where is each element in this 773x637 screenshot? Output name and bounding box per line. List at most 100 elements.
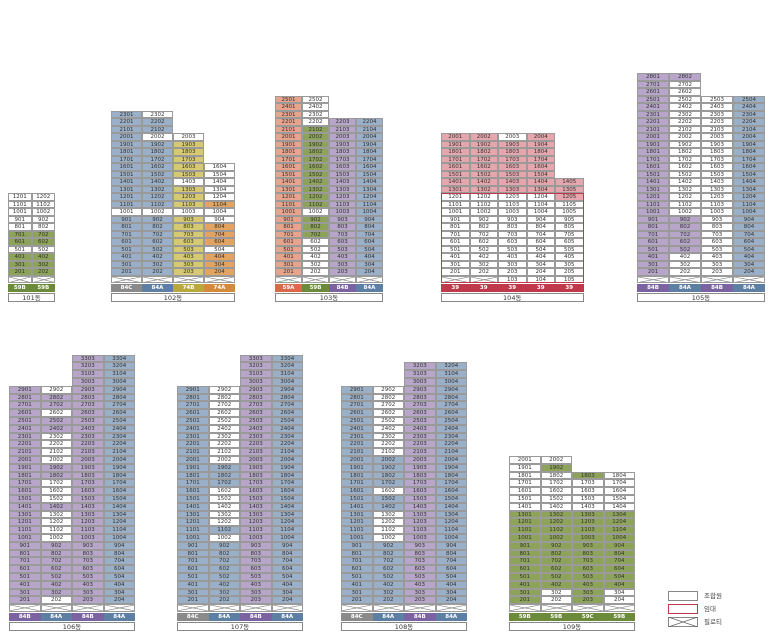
rental-label: 임대 <box>704 605 716 613</box>
unit-number: 204 <box>282 597 293 604</box>
unit-number: 1404 <box>742 179 756 185</box>
unit-number: 2402 <box>678 104 692 110</box>
unit-cell: 2102 <box>40 448 72 456</box>
unit-number: 2404 <box>444 425 459 432</box>
unit-number: 1903 <box>710 141 724 148</box>
unit-cell: 1503 <box>173 170 204 178</box>
unit-cell: 1503 <box>701 170 733 178</box>
unit-number: 1304 <box>280 511 295 518</box>
unit-cell: 2603 <box>240 409 272 417</box>
unit-cell: 1803 <box>329 148 356 156</box>
unit-number: 903 <box>507 216 518 223</box>
unit-cell: 2802 <box>669 73 701 81</box>
unit-cell: 2603 <box>72 409 104 417</box>
unit-number: 2501 <box>349 418 364 424</box>
unit-cell: 1403 <box>72 502 104 511</box>
unit-cell: 1303 <box>72 510 104 519</box>
unit-number: 2601 <box>17 410 32 417</box>
unit-cell: 1003 <box>701 208 733 216</box>
unit-number: 704 <box>614 558 625 565</box>
unit-number: 2401 <box>646 104 660 110</box>
unit-number: 1602 <box>476 164 491 170</box>
unit-number: 2301 <box>119 111 134 118</box>
unit-number: 2904 <box>280 386 295 393</box>
owner-swatch <box>668 591 698 601</box>
unit-number: 301 <box>187 589 199 596</box>
unit-cell: 903 <box>240 541 272 550</box>
unit-number: 2603 <box>80 410 95 417</box>
unit-number: 1105 <box>562 201 577 208</box>
unit-cell: 401 <box>637 253 669 261</box>
unit-cell: 2701 <box>9 401 41 410</box>
unit-cell: 1802 <box>208 471 240 480</box>
unit-cell: 1701 <box>441 155 470 163</box>
pilotis-cross-icon <box>437 605 467 611</box>
unit-cell: 1204 <box>603 518 635 527</box>
unit-number: 1304 <box>444 511 459 518</box>
unit-type-label: 39 <box>526 284 555 292</box>
unit-cell: 301 <box>509 588 541 597</box>
unit-cell: 704 <box>356 230 383 238</box>
unit-cell: 303 <box>329 260 356 268</box>
unit-number: 1602 <box>150 164 165 170</box>
unit-cell: 801 <box>509 549 541 558</box>
unit-number: 501 <box>19 574 31 580</box>
unit-cell: 1502 <box>302 170 329 178</box>
unit-number: 703 <box>183 231 194 238</box>
unit-number: 905 <box>564 216 575 223</box>
unit-cell: 1402 <box>302 178 329 186</box>
unit-number: 2102 <box>217 449 232 456</box>
unit-number: 1202 <box>476 194 491 200</box>
unit-number: 1502 <box>476 171 491 178</box>
unit-cell: 503 <box>329 245 356 253</box>
unit-number: 1704 <box>444 480 459 487</box>
unit-number: 2102 <box>49 449 64 456</box>
unit-cell: 2104 <box>435 448 467 456</box>
unit-number: 801 <box>19 550 31 557</box>
unit-cell: 304 <box>103 588 135 597</box>
unit-cell: 2301 <box>341 432 373 441</box>
unit-cell: 2201 <box>111 118 142 126</box>
unit-number: 402 <box>478 254 490 260</box>
unit-number: 201 <box>187 597 199 604</box>
unit-number: 2001 <box>517 457 532 463</box>
unit-cell: 401 <box>341 580 373 589</box>
unit-number: 2301 <box>185 433 200 440</box>
unit-cell: 1903 <box>404 463 436 472</box>
unit-cell: 1904 <box>435 463 467 472</box>
unit-cell: 2502 <box>208 417 240 425</box>
unit-number: 2103 <box>335 126 350 133</box>
unit-number: 802 <box>38 224 49 230</box>
pilotis-cross-icon <box>42 605 72 611</box>
unit-cell: 1004 <box>103 534 135 542</box>
unit-number: 2103 <box>710 126 724 133</box>
unit-cell: 1101 <box>509 526 541 534</box>
unit-number: 1001 <box>349 535 364 541</box>
unit-cell: 2504 <box>271 417 303 425</box>
unit-cell: 1504 <box>603 495 635 503</box>
unit-cell: 903 <box>498 215 527 223</box>
unit-type-label: 39 <box>555 284 584 292</box>
unit-number: 1501 <box>185 496 200 502</box>
unit-number: 2301 <box>281 111 296 118</box>
unit-number: 1405 <box>562 179 577 185</box>
unit-cell: 2401 <box>177 424 209 433</box>
unit-cell: 602 <box>142 238 173 246</box>
unit-number: 904 <box>364 216 375 223</box>
unit-number: 2501 <box>17 418 32 424</box>
unit-number: 1704 <box>612 480 627 487</box>
unit-cell: 1502 <box>40 495 72 503</box>
unit-cell: 2701 <box>177 401 209 410</box>
unit-number: 602 <box>478 239 490 245</box>
unit-cell: 2003 <box>72 456 104 464</box>
unit-cell: 1302 <box>142 185 173 193</box>
unit-cell: 2101 <box>637 125 669 133</box>
unit-number: 1402 <box>49 503 64 510</box>
unit-cell: 502 <box>208 573 240 581</box>
unit-number: 2901 <box>349 386 364 393</box>
unit-number: 2203 <box>335 119 350 125</box>
unit-cell: 2601 <box>637 88 669 96</box>
unit-number: 1101 <box>281 201 296 208</box>
unit-number: 901 <box>519 542 531 549</box>
unit-number: 1801 <box>448 149 463 155</box>
